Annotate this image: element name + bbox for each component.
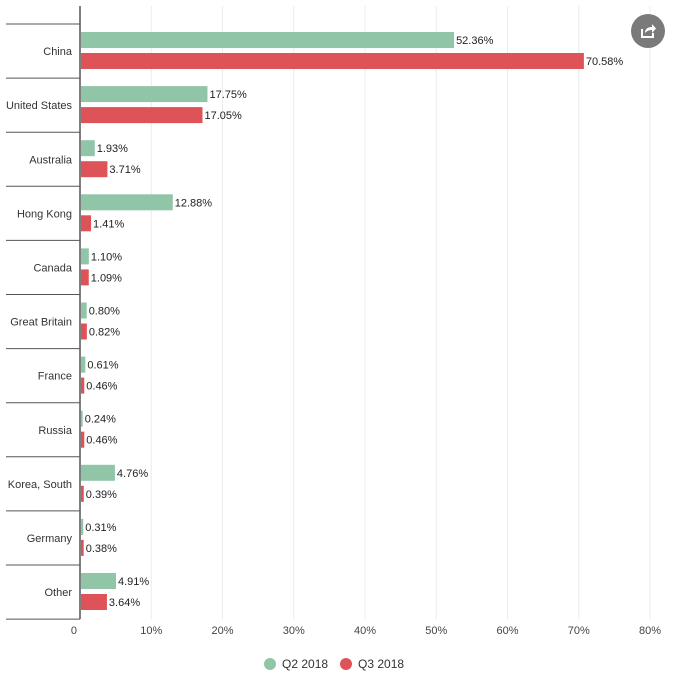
bar-q2-2018[interactable] — [81, 302, 87, 319]
data-label: 4.76% — [117, 468, 148, 480]
bar-q2-2018[interactable] — [81, 194, 173, 211]
data-label: 17.75% — [209, 89, 247, 101]
bar-q2-2018[interactable] — [81, 356, 86, 373]
bar-q3-2018[interactable] — [81, 431, 85, 448]
data-label: 0.24% — [85, 414, 116, 426]
data-label: 1.10% — [91, 251, 122, 263]
bar-q2-2018[interactable] — [81, 32, 455, 48]
bar-q2-2018[interactable] — [81, 248, 89, 265]
legend-label[interactable]: Q3 2018 — [358, 657, 404, 671]
legend-marker[interactable] — [340, 658, 352, 670]
bar-q3-2018[interactable] — [81, 107, 203, 124]
share-icon — [641, 24, 656, 38]
category-label: Hong Kong — [17, 208, 72, 220]
data-label: 0.39% — [86, 489, 117, 501]
category-label: China — [43, 46, 73, 58]
share-button[interactable] — [631, 14, 665, 48]
x-tick-label: 10% — [140, 625, 162, 637]
x-tick-label: 50% — [425, 625, 447, 637]
data-label: 12.88% — [175, 197, 213, 209]
data-label: 0.82% — [89, 327, 120, 339]
data-label: 1.93% — [97, 143, 128, 155]
category-label: Canada — [33, 262, 72, 274]
bar-q3-2018[interactable] — [81, 377, 85, 394]
bar-q2-2018[interactable] — [81, 573, 116, 589]
data-label: 52.36% — [456, 35, 494, 47]
data-label: 0.80% — [89, 306, 120, 318]
data-label: 1.09% — [91, 272, 122, 284]
x-tick-label: 60% — [496, 625, 518, 637]
data-label: 3.64% — [109, 597, 140, 609]
x-tick-label: 20% — [211, 625, 233, 637]
data-label: 3.71% — [109, 164, 140, 176]
data-label: 0.46% — [86, 435, 117, 447]
bar-q2-2018[interactable] — [81, 464, 115, 481]
category-label: Australia — [29, 154, 73, 166]
data-label: 0.46% — [86, 381, 117, 393]
data-label: 1.41% — [93, 218, 124, 230]
category-label: Other — [44, 587, 72, 599]
x-tick-label: 70% — [568, 625, 590, 637]
x-tick-label: 30% — [283, 625, 305, 637]
data-label: 70.58% — [586, 56, 624, 68]
bar-q2-2018[interactable] — [81, 86, 208, 103]
x-tick-label: 0 — [71, 625, 77, 637]
bar-q3-2018[interactable] — [81, 215, 92, 232]
data-label: 17.05% — [204, 110, 242, 122]
category-label: United States — [6, 100, 73, 112]
bar-q3-2018[interactable] — [81, 485, 84, 502]
bar-q3-2018[interactable] — [81, 323, 87, 340]
bar-q2-2018[interactable] — [81, 140, 95, 157]
bar-q3-2018[interactable] — [81, 539, 84, 556]
data-label: 4.91% — [118, 576, 149, 588]
bar-q3-2018[interactable] — [81, 53, 584, 69]
bar-q3-2018[interactable] — [81, 594, 107, 610]
category-label: Germany — [27, 533, 73, 545]
x-tick-label: 80% — [639, 625, 661, 637]
x-tick-label: 40% — [354, 625, 376, 637]
data-label: 0.31% — [85, 522, 116, 534]
bar-q2-2018[interactable] — [81, 518, 84, 535]
legend-label[interactable]: Q2 2018 — [282, 657, 328, 671]
legend-marker[interactable] — [264, 658, 276, 670]
category-label: France — [38, 371, 72, 383]
bar-q2-2018[interactable] — [81, 410, 83, 427]
category-label: Korea, South — [8, 479, 72, 491]
bar-q3-2018[interactable] — [81, 161, 108, 178]
data-label: 0.38% — [86, 543, 117, 555]
data-label: 0.61% — [87, 360, 118, 372]
category-label: Russia — [38, 425, 73, 437]
category-label: Great Britain — [10, 317, 72, 329]
bar-q3-2018[interactable] — [81, 269, 89, 286]
